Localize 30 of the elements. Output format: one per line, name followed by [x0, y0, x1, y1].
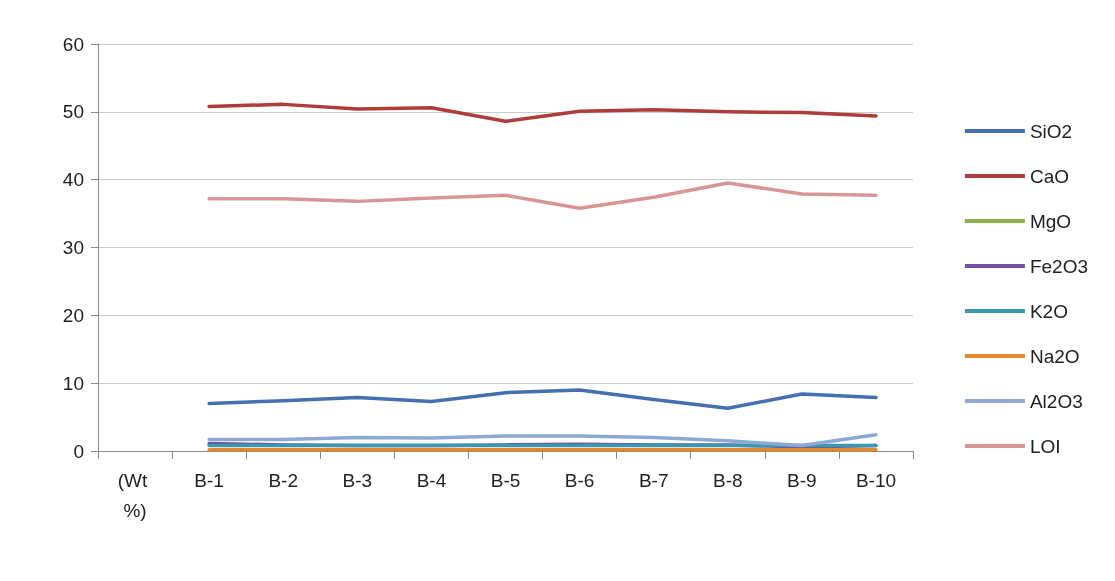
y-tick-label: 30	[62, 237, 84, 258]
legend-label: Na2O	[1029, 345, 1080, 367]
line-series	[207, 432, 878, 448]
x-tick-label: B-5	[490, 469, 521, 491]
x-tick-label: B-6	[564, 469, 595, 491]
x-tick-label: B-4	[416, 469, 447, 491]
y-tick-label: 60	[62, 33, 84, 55]
x-tick-label: B-1	[194, 469, 224, 491]
legend-label: CaO	[1029, 165, 1069, 187]
x-tick-label: B-10	[855, 469, 897, 491]
legend-label: K2O	[1029, 300, 1068, 322]
legend-label: LOI	[1029, 435, 1061, 457]
legend-label: MgO	[1029, 210, 1072, 232]
legend-label: Fe2O3	[1029, 255, 1089, 277]
line-series	[207, 181, 878, 210]
y-tick-label: 50	[62, 101, 84, 123]
x-tick-label: B-2	[268, 469, 299, 491]
y-tick-label: 40	[62, 169, 84, 191]
x-tick-label: (Wt %)	[117, 469, 153, 521]
y-tick-label: 10	[62, 372, 84, 394]
x-tick-label: B-8	[712, 469, 743, 491]
legend-label: Al2O3	[1029, 390, 1083, 412]
legend-label: SiO2	[1029, 120, 1073, 142]
x-tick-label: B-7	[638, 469, 669, 491]
y-tick-label: 20	[62, 304, 84, 326]
y-tick-label: 0	[73, 440, 84, 462]
line-series	[207, 102, 878, 124]
x-tick-label: B-3	[342, 469, 373, 491]
line-series	[207, 388, 878, 411]
x-tick-label: B-9	[787, 469, 817, 491]
